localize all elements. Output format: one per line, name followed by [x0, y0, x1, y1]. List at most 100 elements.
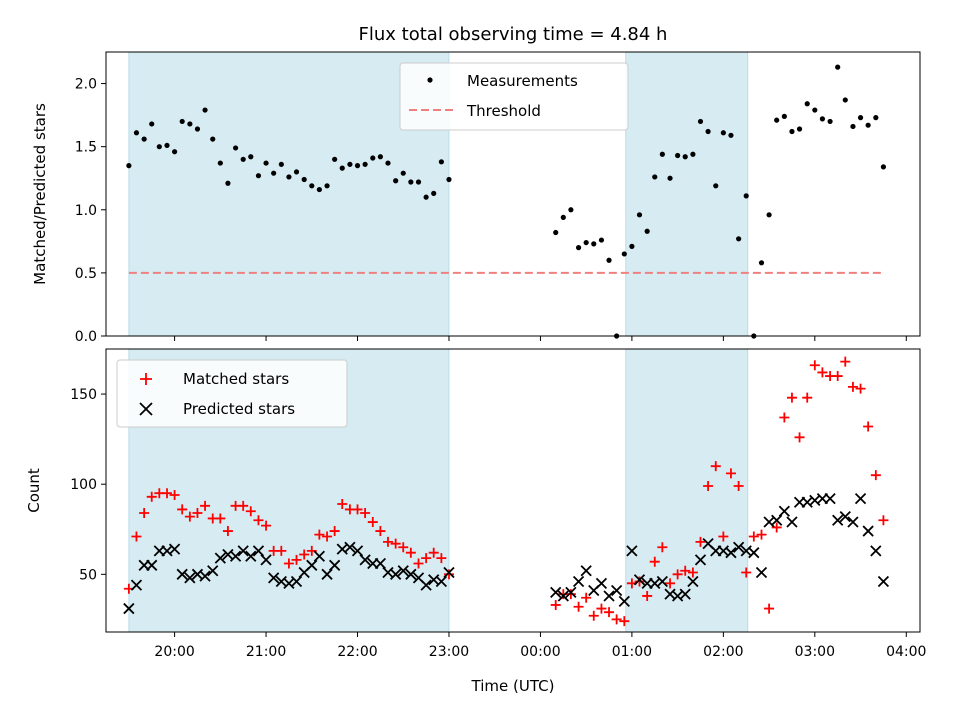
measurement-point — [713, 183, 719, 189]
x-tick-label: 22:00 — [337, 644, 377, 660]
matched-star-point — [863, 421, 874, 432]
predicted-star-point — [565, 586, 577, 598]
measurement-point — [149, 121, 155, 127]
legend-matched-label: Matched stars — [183, 370, 289, 388]
legend-predicted-marker — [139, 402, 153, 416]
matched-star-point — [619, 616, 630, 627]
measurement-point — [629, 243, 635, 249]
measurement-point — [728, 132, 734, 138]
measurement-point — [210, 136, 216, 142]
measurement-point — [248, 154, 254, 160]
matched-star-point — [192, 508, 203, 519]
predicted-star-point — [344, 541, 356, 553]
axes-frame — [105, 348, 921, 633]
matched-star-point — [878, 515, 889, 526]
measurement-point — [370, 155, 376, 161]
legend-measurements-label: Measurements — [467, 72, 578, 90]
matched-star-point — [832, 371, 843, 382]
measurement-point — [141, 136, 147, 142]
predicted-star-point — [168, 543, 181, 555]
predicted-star-point — [420, 579, 432, 591]
measurement-point — [720, 130, 726, 136]
measurement-point — [835, 64, 841, 70]
predicted-star-point — [252, 545, 265, 557]
y-tick-label: 1.0 — [75, 203, 97, 219]
measurement-point — [217, 160, 223, 166]
matched-star-point — [573, 601, 584, 612]
predicted-star-point — [832, 514, 844, 526]
predicted-star-point — [130, 579, 143, 591]
measurement-point — [591, 241, 597, 247]
top-panel: 0.0 0.5 1.0 1.5 2.0 Matched/Predicted stars Fl… — [31, 24, 921, 345]
predicted-star-point — [268, 572, 280, 584]
predicted-star-point — [306, 559, 318, 571]
observing-interval-band — [625, 348, 749, 633]
measurement-point — [332, 156, 338, 162]
matched-star-point — [276, 545, 287, 556]
predicted-star-point — [679, 588, 691, 600]
matched-star-point — [680, 565, 691, 576]
measurement-point — [857, 115, 864, 121]
matched-star-point — [809, 360, 820, 371]
series-matched-stars — [124, 357, 889, 627]
matched-star-point — [360, 508, 371, 519]
predicted-star-point — [618, 595, 630, 607]
matched-star-point — [352, 504, 363, 515]
measurement-point — [667, 175, 673, 181]
predicted-star-point — [656, 575, 668, 588]
matched-star-point — [703, 480, 714, 491]
matched-star-point — [596, 603, 607, 614]
matched-star-point — [421, 553, 432, 564]
matched-star-point — [253, 515, 264, 526]
predicted-star-point — [443, 566, 455, 579]
predicted-star-point — [839, 511, 851, 523]
measurement-point — [873, 115, 879, 121]
measurement-point — [171, 149, 178, 155]
measurement-point — [621, 251, 627, 257]
predicted-star-point — [603, 590, 615, 602]
legend-box — [399, 62, 629, 131]
predicted-star-point — [862, 525, 874, 537]
predicted-star-point — [321, 568, 333, 580]
y-tick-label: 150 — [70, 387, 97, 403]
predicted-star-point — [847, 516, 859, 528]
x-tick-label: 20:00 — [154, 644, 194, 660]
measurement-point — [697, 118, 704, 125]
x-tick-label: 02:00 — [703, 644, 743, 660]
predicted-star-point — [687, 575, 699, 588]
matched-star-point — [215, 513, 226, 524]
matched-star-point — [131, 531, 142, 542]
matched-star-point — [177, 504, 188, 515]
measurement-point — [194, 126, 201, 132]
measurement-point — [278, 161, 284, 167]
matched-star-point — [565, 589, 576, 600]
predicted-star-point — [313, 550, 326, 562]
measurement-point — [553, 229, 559, 236]
series-measurements — [126, 64, 887, 339]
measurement-point — [880, 164, 887, 170]
predicted-star-point — [633, 574, 646, 586]
predicted-star-point — [824, 492, 836, 505]
predicted-star-point — [870, 545, 882, 557]
measurement-point — [865, 122, 871, 128]
predicted-star-point — [237, 545, 249, 557]
measurement-point — [804, 101, 810, 107]
matched-star-point — [779, 412, 790, 423]
legend: Measurements Threshold — [399, 62, 629, 131]
measurement-point — [187, 121, 193, 127]
predicted-star-point — [572, 575, 585, 588]
predicted-star-point — [146, 559, 158, 571]
predicted-star-point — [877, 575, 890, 588]
measurement-point — [644, 228, 650, 234]
x-tick-label: 23:00 — [429, 644, 469, 660]
legend-predicted-label: Predicted stars — [183, 400, 295, 418]
matched-star-point — [398, 542, 409, 553]
predicted-star-point — [359, 554, 371, 566]
x-axis-label: Time (UTC) — [471, 677, 555, 695]
matched-star-point — [184, 511, 195, 522]
predicted-star-point — [374, 557, 387, 570]
measurement-point — [324, 183, 330, 189]
matched-star-point — [748, 531, 759, 542]
matched-star-point — [634, 576, 645, 587]
